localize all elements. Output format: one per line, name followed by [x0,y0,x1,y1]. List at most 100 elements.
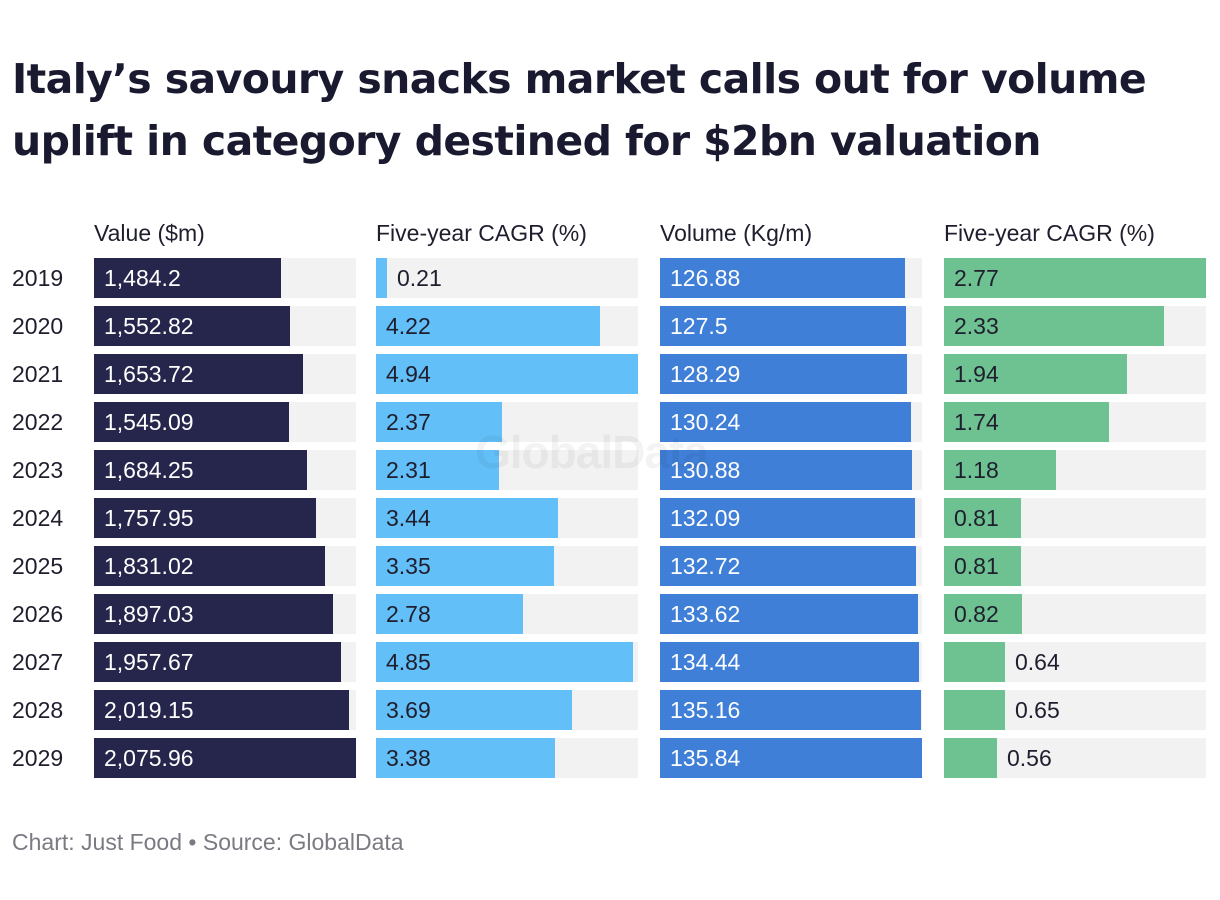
data-label: 4.94 [386,361,431,387]
data-label: 130.88 [670,457,741,483]
bar [660,642,919,682]
bar-track: 130.24 [660,402,922,442]
chart-title: Italy’s savoury snacks market calls out … [12,55,1147,165]
bar-track: 0.21 [376,258,638,298]
bar-track: 1,957.67 [94,642,356,682]
bar-track: 126.88 [660,258,922,298]
bar-track: 135.84 [660,738,922,778]
bar-track: 1,684.25 [94,450,356,490]
bar [376,738,555,778]
data-label: 134.44 [670,649,741,675]
chart-footer: Chart: Just Food • Source: GlobalData [12,829,404,855]
bar [94,354,303,394]
bar-track: 1,484.2 [94,258,356,298]
data-label: 130.24 [670,409,741,435]
bar-track: 2.78 [376,594,638,634]
bar [376,402,502,442]
year-label: 2025 [12,553,64,579]
bar-track: 130.88 [660,450,922,490]
column-header-4: Five-year CAGR (%) [944,220,1155,246]
bar-track: 1,653.72 [94,354,356,394]
bar-track: 1,545.09 [94,402,356,442]
bar [376,354,638,394]
data-label: 2.31 [386,457,431,483]
data-label: 135.16 [670,697,741,723]
data-label: 2.33 [954,313,999,339]
bar [660,306,906,346]
bar-track: 1,831.02 [94,546,356,586]
bar [660,354,907,394]
bar-track: 127.5 [660,306,922,346]
bar [660,498,915,538]
data-label: 1,757.95 [104,505,194,531]
bar-track: 4.94 [376,354,638,394]
bar-track: 0.82 [944,594,1206,634]
data-label: 2.77 [954,265,999,291]
year-label: 2021 [12,361,64,387]
data-label: 132.72 [670,553,741,579]
bar-track: 1.94 [944,354,1206,394]
data-label: 135.84 [670,745,741,771]
bar [944,258,1206,298]
bar [94,498,316,538]
bar [94,546,325,586]
bar [94,594,333,634]
year-label: 2020 [12,313,64,339]
bar [94,450,307,490]
year-label: 2019 [12,265,64,291]
bar-track: 132.09 [660,498,922,538]
data-label: 3.44 [386,505,431,531]
bar [944,306,1164,346]
data-label: 133.62 [670,601,741,627]
bar-track: 4.22 [376,306,638,346]
data-label: 2,019.15 [104,697,194,723]
bar-track: 135.16 [660,690,922,730]
bar-track: 2.31 [376,450,638,490]
bar-track: 3.69 [376,690,638,730]
year-label: 2029 [12,745,64,771]
bar-track: 2.33 [944,306,1206,346]
bar [660,258,905,298]
bar-track: 1.74 [944,402,1206,442]
bar-track: 128.29 [660,354,922,394]
bar-track: 0.65 [944,690,1206,730]
data-label: 0.81 [954,553,999,579]
bar-track: 134.44 [660,642,922,682]
column-header-2: Five-year CAGR (%) [376,220,587,246]
data-label: 0.56 [1007,745,1052,771]
data-label: 0.82 [954,601,999,627]
bar [376,258,387,298]
data-label: 1,653.72 [104,361,194,387]
bar [376,546,554,586]
column-header-3: Volume (Kg/m) [660,220,813,246]
bar-track: 0.81 [944,546,1206,586]
data-label: 2.78 [386,601,431,627]
data-label: 132.09 [670,505,741,531]
bar-track: 3.38 [376,738,638,778]
bar-track: 0.56 [944,738,1206,778]
bar [944,594,1022,634]
data-label: 0.21 [397,265,442,291]
bar [376,498,558,538]
bar-track: 2.77 [944,258,1206,298]
bar-track: 0.64 [944,642,1206,682]
bar [660,546,916,586]
bar-track: 1,552.82 [94,306,356,346]
data-label: 3.69 [386,697,431,723]
bar [944,402,1109,442]
bar-track: 0.81 [944,498,1206,538]
data-label: 3.35 [386,553,431,579]
bar [660,402,911,442]
year-label: 2024 [12,505,64,531]
bar [376,450,499,490]
data-label: 126.88 [670,265,741,291]
bar [660,738,922,778]
bar-track: 3.35 [376,546,638,586]
bar-track: 4.85 [376,642,638,682]
data-label: 2,075.96 [104,745,194,771]
bar-track: 2.37 [376,402,638,442]
column-header-1: Value ($m) [94,220,205,246]
bar [94,642,341,682]
year-label: 2023 [12,457,64,483]
year-label: 2028 [12,697,64,723]
